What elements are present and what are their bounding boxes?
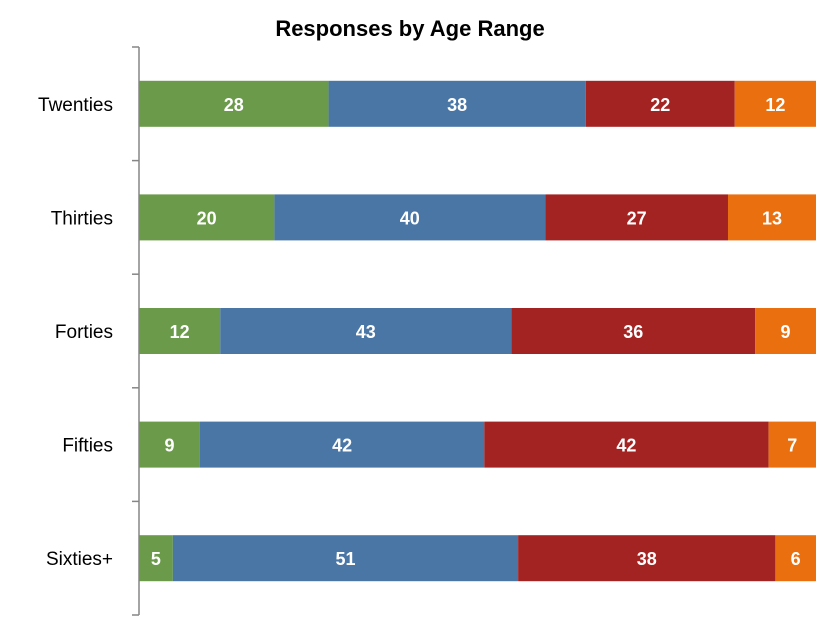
data-label: 38 [447,95,467,115]
data-label: 28 [224,95,244,115]
data-label: 6 [791,549,801,569]
category-label-twenties: Twenties [38,95,113,116]
data-label: 7 [787,436,797,456]
data-label: 22 [650,95,670,115]
data-label: 42 [332,436,352,456]
data-label: 9 [164,436,174,456]
data-label: 43 [356,322,376,342]
category-label-sixties-: Sixties+ [46,549,113,570]
data-label: 13 [762,208,782,228]
data-label: 20 [197,208,217,228]
data-label: 38 [637,549,657,569]
category-label-thirties: Thirties [51,208,113,229]
data-label: 42 [616,436,636,456]
category-label-forties: Forties [55,322,113,343]
data-label: 12 [170,322,190,342]
data-label: 27 [627,208,647,228]
chart-title: Responses by Age Range [275,16,544,41]
category-label-fifties: Fifties [62,436,113,457]
plot-area: Twenties 28 38 22 12 Thirties 20 40 27 13 Forties 1… [38,47,816,615]
data-label: 51 [335,549,355,569]
data-label: 40 [400,208,420,228]
data-label: 9 [781,322,791,342]
data-label: 36 [623,322,643,342]
data-label: 5 [151,549,161,569]
data-label: 12 [765,95,785,115]
